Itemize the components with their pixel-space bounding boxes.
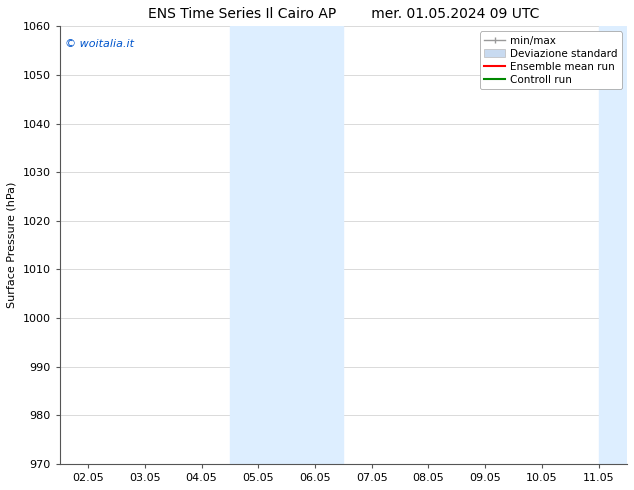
Legend: min/max, Deviazione standard, Ensemble mean run, Controll run: min/max, Deviazione standard, Ensemble m… xyxy=(480,31,622,89)
Bar xyxy=(230,26,344,464)
Y-axis label: Surface Pressure (hPa): Surface Pressure (hPa) xyxy=(7,182,17,308)
Title: ENS Time Series Il Cairo AP        mer. 01.05.2024 09 UTC: ENS Time Series Il Cairo AP mer. 01.05.2… xyxy=(148,7,539,21)
Bar xyxy=(598,26,634,464)
Text: © woitalia.it: © woitalia.it xyxy=(65,39,134,49)
